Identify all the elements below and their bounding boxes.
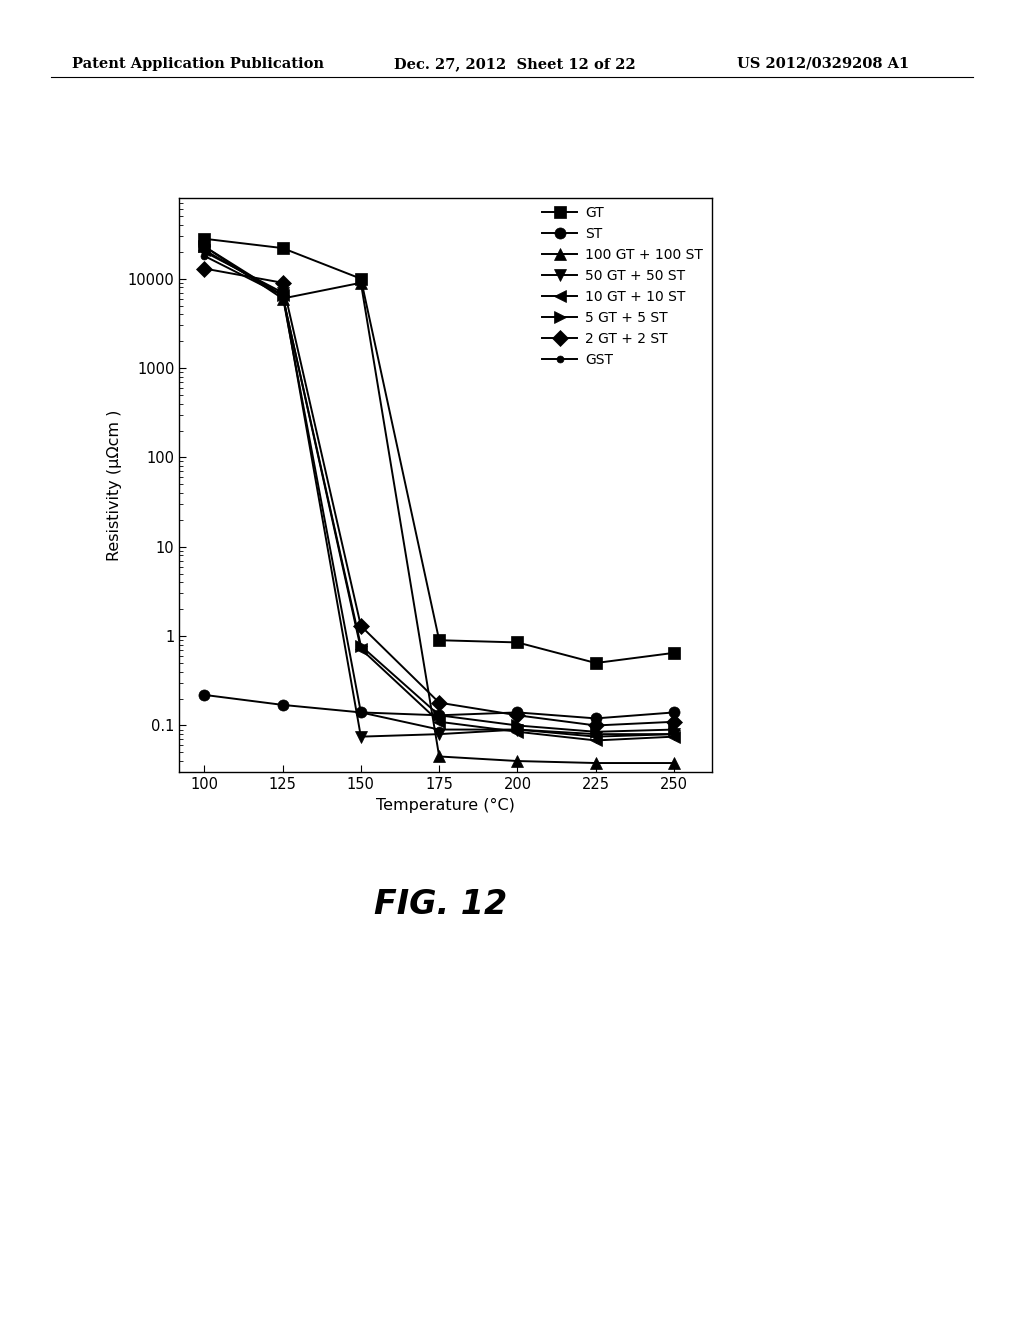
5 GT + 5 ST [511,718,523,734]
Legend: GT, ST, 100 GT + 100 ST, 50 GT + 50 ST, 10 GT + 10 ST, 5 GT + 5 ST, 2 GT + 2 ST,: GT, ST, 100 GT + 100 ST, 50 GT + 50 ST, … [537,201,709,372]
50 GT + 50 ST [511,722,523,738]
GST [590,726,602,742]
GST [276,288,289,304]
5 GT + 5 ST [590,723,602,739]
50 GT + 50 ST [668,726,680,742]
10 GT + 10 ST [198,242,210,257]
ST [276,697,289,713]
2 GT + 2 ST [590,718,602,734]
50 GT + 50 ST [198,244,210,260]
50 GT + 50 ST [276,285,289,301]
10 GT + 10 ST [433,714,445,730]
2 GT + 2 ST [276,275,289,290]
5 GT + 5 ST [668,722,680,738]
Line: ST: ST [199,689,680,723]
5 GT + 5 ST [354,638,367,653]
2 GT + 2 ST [354,618,367,634]
10 GT + 10 ST [590,733,602,748]
GST [433,722,445,738]
GT [198,231,210,247]
X-axis label: Temperature (°C): Temperature (°C) [376,797,515,813]
100 GT + 100 ST [590,755,602,771]
GST [668,726,680,742]
Text: FIG. 12: FIG. 12 [374,887,507,921]
ST [198,686,210,702]
GT [668,645,680,661]
ST [433,708,445,723]
GST [198,248,210,264]
100 GT + 100 ST [354,275,367,290]
2 GT + 2 ST [433,694,445,710]
Line: 100 GT + 100 ST: 100 GT + 100 ST [198,240,680,770]
Line: 50 GT + 50 ST: 50 GT + 50 ST [198,246,680,743]
ST [590,710,602,726]
Y-axis label: Resistivity (μΩcm ): Resistivity (μΩcm ) [108,409,122,561]
10 GT + 10 ST [354,642,367,657]
10 GT + 10 ST [511,723,523,739]
100 GT + 100 ST [668,755,680,771]
GT [354,271,367,286]
GST [511,722,523,738]
100 GT + 100 ST [433,748,445,764]
GT [590,655,602,671]
Line: GT: GT [199,234,680,668]
Line: 2 GT + 2 ST: 2 GT + 2 ST [199,263,680,731]
ST [511,705,523,721]
5 GT + 5 ST [276,288,289,304]
GST [354,705,367,721]
Line: 10 GT + 10 ST: 10 GT + 10 ST [198,244,680,747]
5 GT + 5 ST [198,239,210,255]
Line: 5 GT + 5 ST: 5 GT + 5 ST [198,240,680,738]
100 GT + 100 ST [511,754,523,770]
100 GT + 100 ST [276,290,289,306]
Text: US 2012/0329208 A1: US 2012/0329208 A1 [737,57,909,71]
Text: Dec. 27, 2012  Sheet 12 of 22: Dec. 27, 2012 Sheet 12 of 22 [394,57,636,71]
2 GT + 2 ST [198,260,210,276]
ST [354,705,367,721]
10 GT + 10 ST [276,288,289,304]
50 GT + 50 ST [354,729,367,744]
2 GT + 2 ST [511,708,523,723]
50 GT + 50 ST [590,729,602,744]
GT [276,240,289,256]
ST [668,705,680,721]
10 GT + 10 ST [668,729,680,744]
GT [433,632,445,648]
GT [511,635,523,651]
Text: Patent Application Publication: Patent Application Publication [72,57,324,71]
2 GT + 2 ST [668,714,680,730]
100 GT + 100 ST [198,239,210,255]
50 GT + 50 ST [433,726,445,742]
5 GT + 5 ST [433,708,445,723]
Line: GST: GST [201,252,678,738]
